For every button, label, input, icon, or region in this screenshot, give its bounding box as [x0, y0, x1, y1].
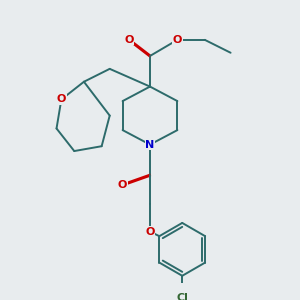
Text: O: O — [145, 226, 155, 237]
Text: O: O — [118, 180, 127, 190]
Text: O: O — [57, 94, 66, 104]
Text: Cl: Cl — [176, 293, 188, 300]
Text: O: O — [173, 35, 182, 45]
Text: O: O — [124, 35, 134, 45]
Text: N: N — [146, 140, 154, 150]
